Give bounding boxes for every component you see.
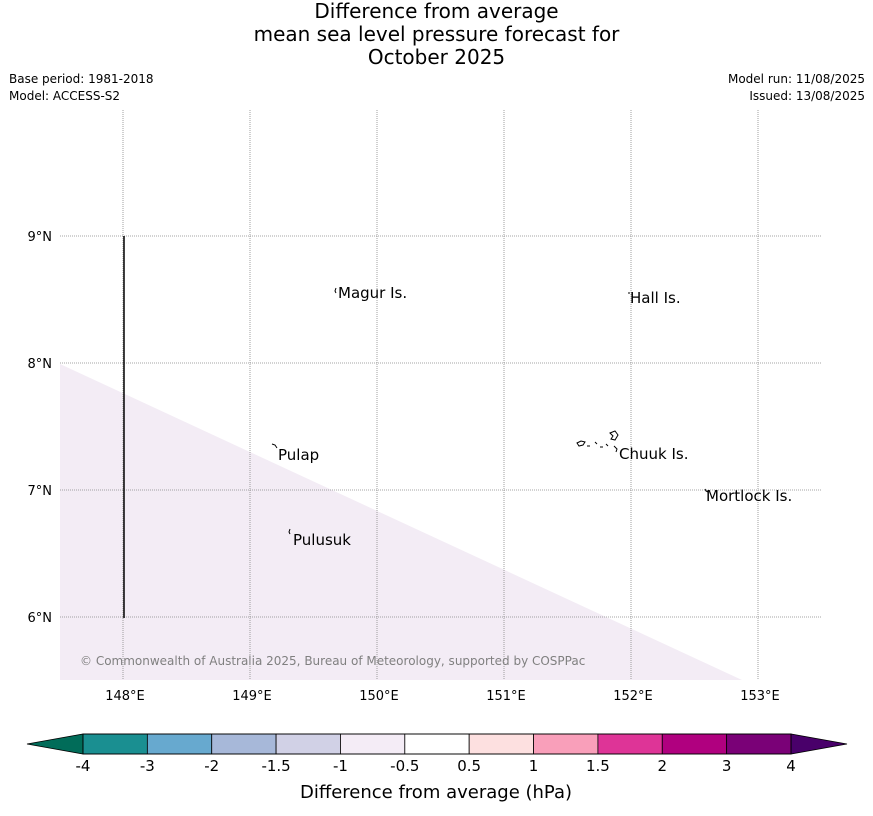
- place-label-pulap: Pulap: [278, 446, 319, 464]
- colorbar-tick-label: 3: [722, 757, 732, 775]
- colorbar-frame: [82, 733, 792, 755]
- colorbar-tick-label: 1.5: [586, 757, 610, 775]
- title-line-3: October 2025: [367, 45, 506, 69]
- issued-date: Issued: 13/08/2025: [749, 89, 865, 103]
- colorbar-under-arrow: [26, 733, 84, 755]
- place-label-magur: Magur Is.: [338, 284, 407, 302]
- colorbar-segment: [340, 733, 406, 755]
- colorbar-tick-label: -1.5: [261, 757, 290, 775]
- copyright-notice: © Commonwealth of Australia 2025, Bureau…: [80, 654, 585, 668]
- lat-label: 7°N: [28, 484, 53, 499]
- base-period: Base period: 1981-2018: [9, 72, 154, 86]
- latitude-labels: 9°N 8°N 7°N 6°N: [28, 230, 53, 626]
- lon-label: 151°E: [486, 689, 526, 704]
- lon-label: 152°E: [613, 689, 653, 704]
- title-line-1: Difference from average: [314, 0, 559, 23]
- pulusuk-island-shape: [288, 528, 291, 535]
- lon-label: 148°E: [105, 689, 145, 704]
- longitude-gridlines: [122, 110, 759, 680]
- colorbar-segment: [82, 733, 148, 755]
- shaded-region: [60, 364, 742, 680]
- title-line-2: mean sea level pressure forecast for: [253, 22, 620, 46]
- colorbar-tick-label: 4: [786, 757, 796, 775]
- colorbar-over-arrow: [790, 733, 848, 755]
- model-name: Model: ACCESS-S2: [9, 89, 121, 103]
- island-outlines: [271, 287, 709, 535]
- lon-label: 150°E: [359, 689, 399, 704]
- colorbar-tick-label: 1: [529, 757, 539, 775]
- colorbar-label: Difference from average (hPa): [300, 782, 572, 803]
- colorbar-segment: [533, 733, 599, 755]
- colorbar-segment: [275, 733, 341, 755]
- mortlock-island-shape: [704, 488, 709, 493]
- lat-label: 9°N: [28, 230, 53, 245]
- place-label-hall: Hall Is.: [630, 289, 681, 307]
- colorbar-tick-label: 2: [657, 757, 667, 775]
- colorbar-tick-label: -3: [140, 757, 155, 775]
- place-labels: Magur Is. Hall Is. Pulap Chuuk Is. Mortl…: [278, 284, 792, 549]
- colorbar-tick-label: -4: [76, 757, 91, 775]
- colorbar-segment: [661, 733, 728, 755]
- place-label-mortlock: Mortlock Is.: [706, 487, 792, 505]
- meta-left: Base period: 1981-2018 Model: ACCESS-S2: [9, 71, 154, 105]
- colorbar-tick-label: 0.5: [457, 757, 481, 775]
- place-label-pulusuk: Pulusuk: [293, 531, 351, 549]
- colorbar-segment: [468, 733, 534, 755]
- map-title: Difference from average mean sea level p…: [0, 0, 873, 69]
- place-label-chuuk: Chuuk Is.: [619, 445, 688, 463]
- colorbar-segment: [404, 733, 470, 755]
- lon-label: 153°E: [740, 689, 780, 704]
- colorbar-segment: [726, 733, 792, 755]
- pulap-island-shape: [271, 443, 278, 449]
- colorbar-tick-label: -2: [204, 757, 219, 775]
- magur-island-shape: [334, 287, 337, 294]
- colorbar-segment: [597, 733, 663, 755]
- colorbar-segment: [146, 733, 213, 755]
- lat-label: 8°N: [28, 357, 53, 372]
- latitude-gridlines: [60, 235, 822, 618]
- meta-right: Model run: 11/08/2025 Issued: 13/08/2025: [728, 71, 865, 105]
- longitude-labels: 148°E 149°E 150°E 151°E 152°E 153°E: [105, 689, 780, 704]
- colorbar-tick-label: -1: [333, 757, 348, 775]
- colorbar-segment: [211, 733, 277, 755]
- colorbar: -4 -3 -2 -1.5 -1 -0.5 0.5 1 1.5 2 3 4: [26, 733, 848, 775]
- lat-label: 6°N: [28, 611, 53, 626]
- lon-label: 149°E: [232, 689, 272, 704]
- model-run: Model run: 11/08/2025: [727, 72, 865, 86]
- chuuk-islands-shape: [576, 430, 619, 453]
- colorbar-tick-label: -0.5: [390, 757, 419, 775]
